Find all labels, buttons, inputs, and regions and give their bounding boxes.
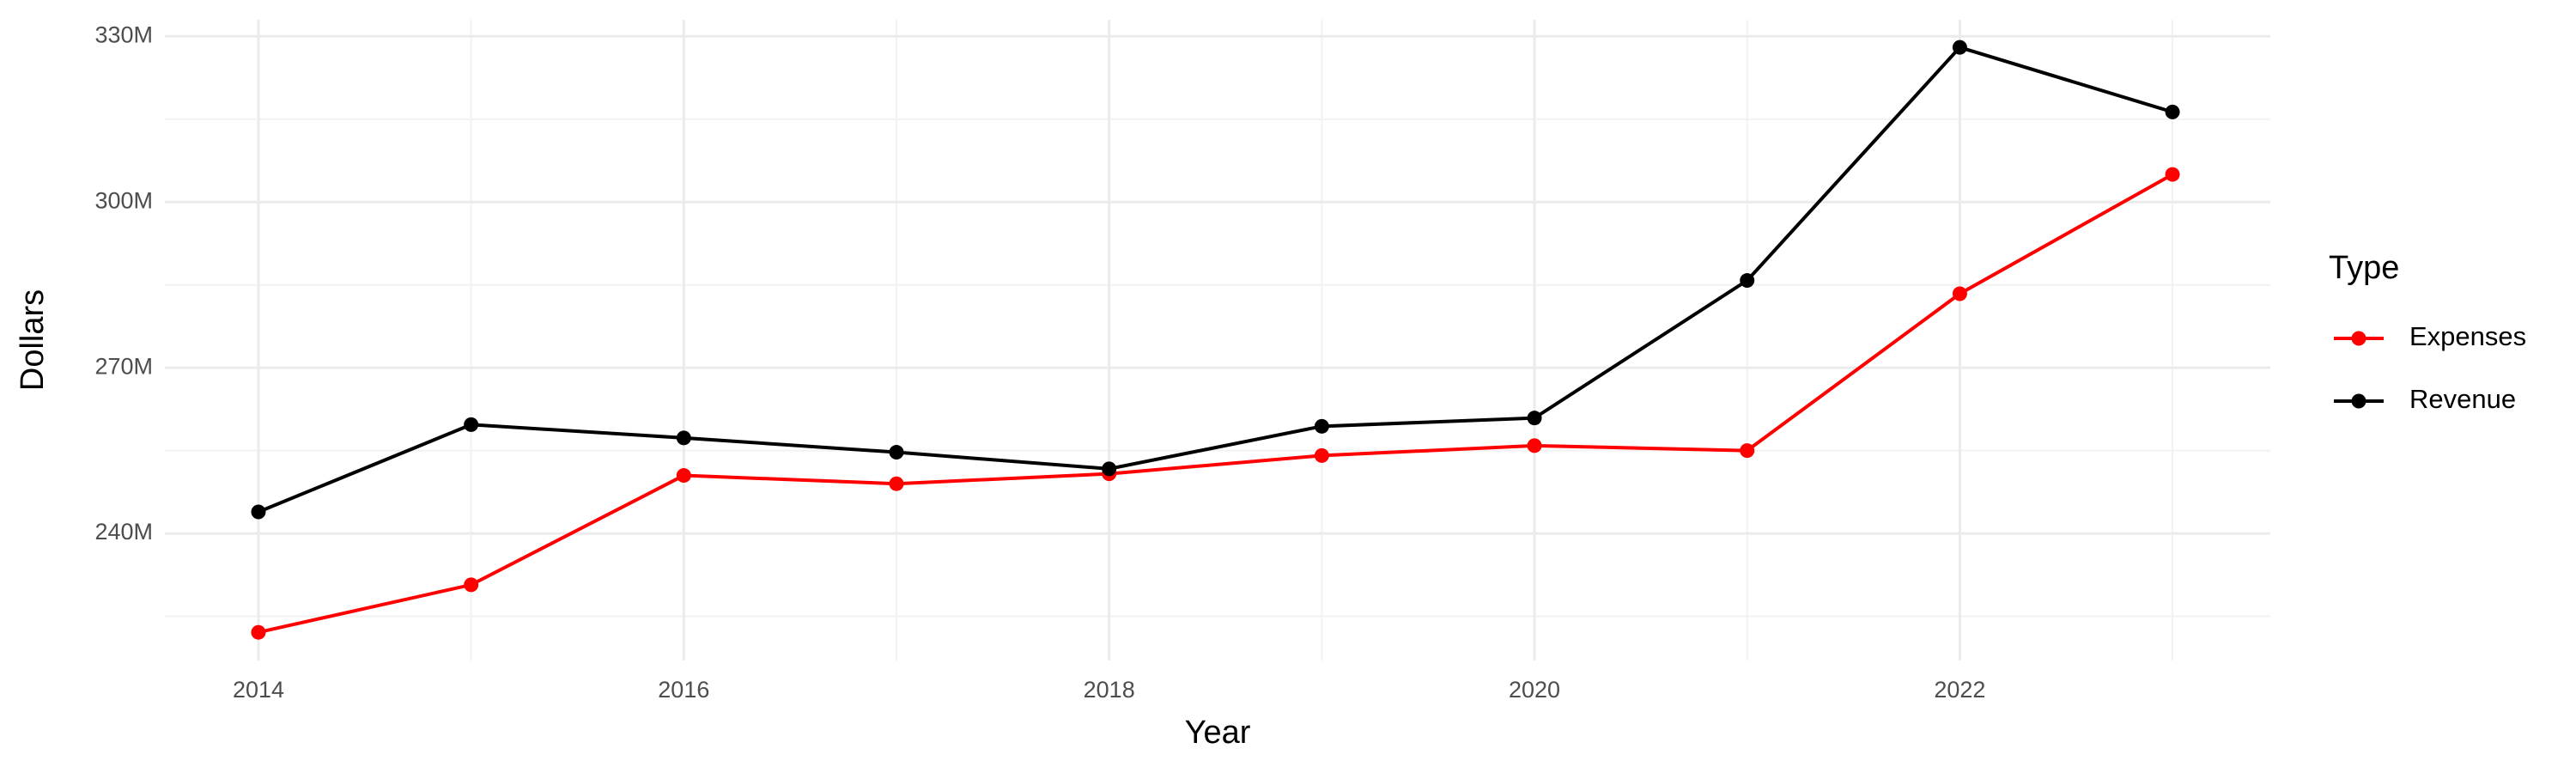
y-axis-title: Dollars xyxy=(15,289,51,391)
point xyxy=(464,577,479,593)
x-axis-title: Year xyxy=(1185,715,1251,751)
point xyxy=(251,504,266,520)
y-tick-label: 330M xyxy=(94,21,153,47)
point xyxy=(1740,273,1755,289)
point xyxy=(676,430,691,446)
point xyxy=(1952,40,1967,55)
point xyxy=(1314,447,1329,463)
point xyxy=(1952,286,1967,301)
point xyxy=(251,624,266,640)
legend-key-point xyxy=(2351,393,2366,409)
point xyxy=(1102,461,1117,477)
point xyxy=(1527,438,1542,453)
y-tick-label: 240M xyxy=(94,519,153,545)
point xyxy=(1527,411,1542,426)
point xyxy=(889,476,904,491)
point xyxy=(2165,167,2180,182)
legend-label: Revenue xyxy=(2409,384,2516,414)
y-tick-label: 300M xyxy=(94,187,153,213)
x-tick-label: 2018 xyxy=(1084,677,1135,703)
series-line xyxy=(258,173,2174,635)
series-line xyxy=(258,45,2173,514)
point xyxy=(1314,418,1329,434)
legend-key-point xyxy=(2351,331,2366,346)
x-tick-label: 2016 xyxy=(658,677,709,703)
point xyxy=(464,417,479,432)
x-tick-label: 2022 xyxy=(1934,677,1985,703)
y-tick-label: 270M xyxy=(94,353,153,379)
legend-title: Type xyxy=(2329,250,2399,286)
legend-label: Expenses xyxy=(2409,321,2526,351)
x-tick-label: 2014 xyxy=(233,677,284,703)
point xyxy=(676,468,691,484)
point xyxy=(1740,443,1755,459)
point xyxy=(2165,104,2180,119)
x-tick-label: 2020 xyxy=(1509,677,1560,703)
point xyxy=(889,445,904,460)
